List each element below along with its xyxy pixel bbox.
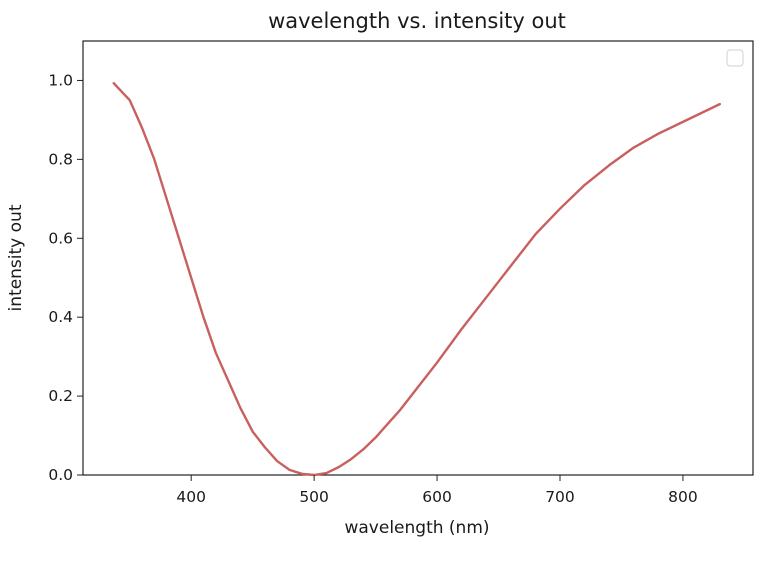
series-layer: [112, 82, 722, 477]
plot-frame: [82, 40, 754, 476]
y-axis-label: intensity out: [6, 204, 26, 311]
y-tick-label: 0.4: [48, 308, 73, 326]
x-tick-label: 500: [299, 488, 329, 506]
y-tick-label: 0.8: [48, 150, 73, 168]
x-tick-label: 800: [668, 488, 698, 506]
y-tick-label: 1.0: [48, 71, 73, 89]
chart-title: wavelength vs. intensity out: [268, 9, 566, 33]
y-tick-label: 0.2: [48, 387, 73, 405]
x-tick-label: 700: [545, 488, 575, 506]
legend-box: [726, 49, 744, 67]
y-tick-label: 0.6: [48, 229, 73, 247]
y-axis: 0.0 0.2 0.4 0.6 0.8 1.0: [48, 71, 83, 484]
series-line: [112, 82, 722, 477]
y-tick-label: 0.0: [48, 466, 73, 484]
x-tick-label: 600: [422, 488, 452, 506]
x-axis-label: wavelength (nm): [344, 518, 489, 538]
x-axis: 400 500 600 700 800: [176, 475, 698, 506]
x-tick-label: 400: [176, 488, 206, 506]
